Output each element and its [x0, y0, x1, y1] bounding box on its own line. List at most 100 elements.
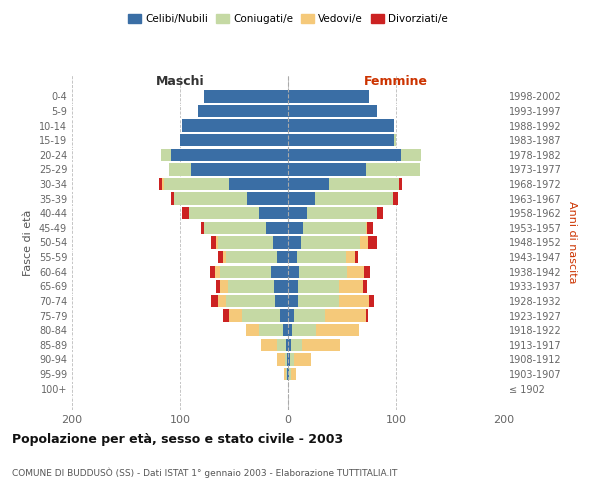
- Bar: [292, 324, 316, 336]
- Bar: [366, 310, 368, 322]
- Bar: [164, 178, 229, 190]
- Bar: [288, 105, 377, 117]
- Bar: [289, 368, 291, 380]
- Bar: [275, 294, 288, 307]
- Bar: [347, 266, 364, 278]
- Bar: [288, 368, 289, 380]
- Bar: [169, 164, 191, 175]
- Bar: [288, 280, 298, 292]
- Y-axis label: Fasce di età: Fasce di età: [23, 210, 33, 276]
- Bar: [288, 90, 369, 102]
- Bar: [355, 251, 358, 264]
- Bar: [361, 236, 368, 248]
- Bar: [280, 310, 288, 322]
- Bar: [287, 353, 288, 366]
- Bar: [296, 251, 346, 264]
- Bar: [362, 280, 367, 292]
- Bar: [315, 192, 393, 205]
- Bar: [246, 324, 259, 336]
- Bar: [288, 222, 303, 234]
- Bar: [180, 134, 288, 146]
- Bar: [271, 266, 288, 278]
- Bar: [295, 310, 325, 322]
- Bar: [288, 134, 394, 146]
- Bar: [285, 353, 287, 366]
- Bar: [288, 353, 290, 366]
- Bar: [200, 222, 204, 234]
- Bar: [288, 338, 291, 351]
- Bar: [329, 178, 399, 190]
- Bar: [295, 353, 311, 366]
- Bar: [259, 324, 283, 336]
- Bar: [226, 251, 277, 264]
- Bar: [288, 324, 292, 336]
- Bar: [288, 178, 329, 190]
- Bar: [286, 368, 287, 380]
- Bar: [325, 310, 366, 322]
- Bar: [346, 251, 355, 264]
- Bar: [274, 280, 288, 292]
- Bar: [394, 134, 396, 146]
- Bar: [288, 266, 299, 278]
- Bar: [223, 310, 229, 322]
- Bar: [288, 164, 366, 175]
- Bar: [366, 222, 367, 234]
- Bar: [215, 280, 220, 292]
- Bar: [259, 207, 288, 220]
- Bar: [218, 236, 273, 248]
- Bar: [223, 251, 226, 264]
- Bar: [215, 236, 218, 248]
- Bar: [226, 294, 275, 307]
- Bar: [288, 192, 315, 205]
- Bar: [301, 236, 361, 248]
- Y-axis label: Anni di nascita: Anni di nascita: [567, 201, 577, 284]
- Bar: [273, 236, 288, 248]
- Text: Femmine: Femmine: [364, 74, 428, 88]
- Bar: [298, 294, 339, 307]
- Bar: [339, 294, 369, 307]
- Bar: [367, 222, 373, 234]
- Bar: [288, 294, 298, 307]
- Bar: [227, 280, 274, 292]
- Bar: [399, 178, 403, 190]
- Bar: [299, 266, 347, 278]
- Text: Maschi: Maschi: [155, 74, 205, 88]
- Bar: [242, 310, 280, 322]
- Text: Popolazione per età, sesso e stato civile - 2003: Popolazione per età, sesso e stato civil…: [12, 432, 343, 446]
- Bar: [261, 338, 277, 351]
- Bar: [161, 148, 172, 161]
- Bar: [266, 222, 288, 234]
- Bar: [288, 310, 295, 322]
- Bar: [316, 324, 359, 336]
- Bar: [302, 338, 340, 351]
- Bar: [211, 236, 215, 248]
- Bar: [368, 236, 377, 248]
- Bar: [199, 105, 288, 117]
- Bar: [288, 251, 296, 264]
- Bar: [220, 280, 227, 292]
- Bar: [188, 207, 259, 220]
- Bar: [339, 280, 362, 292]
- Bar: [283, 324, 288, 336]
- Bar: [288, 148, 401, 161]
- Bar: [287, 368, 288, 380]
- Bar: [218, 251, 223, 264]
- Bar: [161, 178, 164, 190]
- Bar: [307, 207, 377, 220]
- Bar: [182, 120, 288, 132]
- Bar: [277, 251, 288, 264]
- Bar: [172, 192, 173, 205]
- Bar: [204, 90, 288, 102]
- Bar: [377, 207, 383, 220]
- Bar: [220, 266, 271, 278]
- Bar: [298, 280, 339, 292]
- Bar: [172, 148, 288, 161]
- Bar: [204, 222, 266, 234]
- Bar: [173, 192, 247, 205]
- Bar: [284, 368, 286, 380]
- Bar: [364, 266, 370, 278]
- Bar: [277, 338, 286, 351]
- Text: COMUNE DI BUDDUSÒ (SS) - Dati ISTAT 1° gennaio 2003 - Elaborazione TUTTITALIA.IT: COMUNE DI BUDDUSÒ (SS) - Dati ISTAT 1° g…: [12, 468, 397, 478]
- Bar: [288, 207, 307, 220]
- Bar: [291, 338, 302, 351]
